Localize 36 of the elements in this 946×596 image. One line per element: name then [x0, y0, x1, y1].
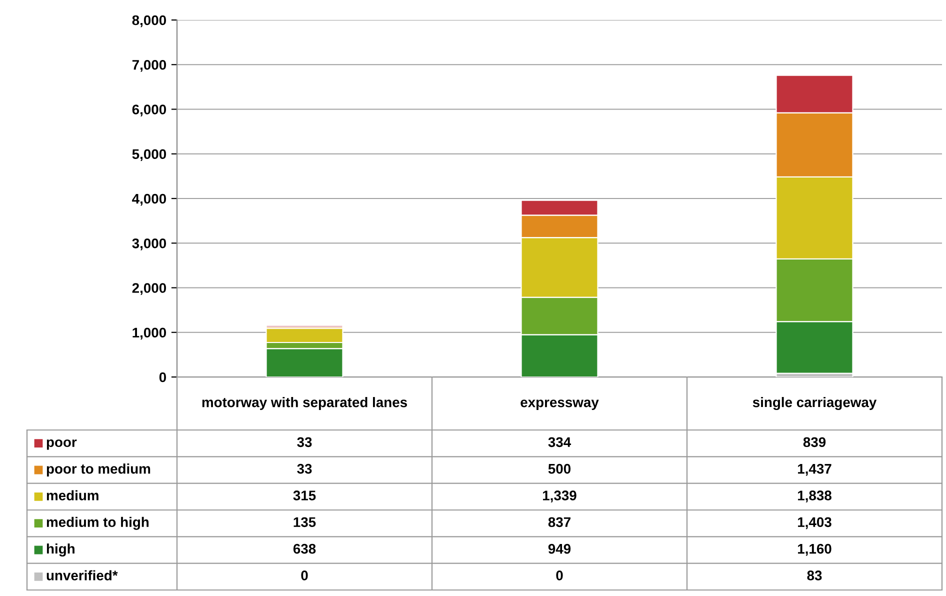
- data-label: 135: [294, 517, 316, 528]
- x-tick-label: single carriageway: [752, 396, 877, 410]
- data-label: 334: [548, 437, 572, 448]
- data-label: 33: [297, 437, 312, 448]
- y-tick-label: 0: [159, 372, 166, 382]
- data-label: 1,403: [798, 517, 832, 530]
- data-label: 1,437: [798, 464, 832, 476]
- y-tick-label: 4,000: [132, 194, 166, 206]
- y-tick-label: 6,000: [132, 104, 166, 116]
- data-label: 0: [301, 570, 308, 580]
- y-tick-label: 1,000: [132, 328, 166, 340]
- legend-label: unverified*: [46, 570, 118, 580]
- legend-label: poor: [46, 439, 77, 450]
- y-tick-label: 5,000: [132, 149, 166, 162]
- x-tick-label: motorway with separated lanes: [202, 397, 407, 410]
- data-label: 1,339: [543, 490, 576, 502]
- data-label: 949: [548, 544, 571, 554]
- data-label: 83: [807, 570, 822, 580]
- data-label: 837: [548, 517, 570, 528]
- data-label: 1,838: [798, 490, 832, 502]
- x-tick-label: expressway: [520, 400, 599, 410]
- data-label: 638: [293, 544, 316, 554]
- data-label: 315: [293, 490, 316, 500]
- data-label: 33: [297, 464, 312, 474]
- data-label: 1,160: [798, 544, 832, 556]
- legend-label: medium: [46, 490, 98, 500]
- legend-label: high: [46, 543, 74, 557]
- y-tick-label: 2,000: [132, 283, 166, 295]
- y-tick-label: 7,000: [132, 60, 166, 72]
- legend-label: poor to medium: [46, 464, 150, 476]
- data-label: 839: [803, 437, 826, 448]
- y-tick-label: 3,000: [132, 238, 166, 250]
- legend-label: medium to high: [46, 516, 149, 530]
- data-label: 500: [548, 464, 571, 474]
- data-label: 0: [556, 570, 563, 580]
- y-tick-label: 8,000: [132, 15, 166, 28]
